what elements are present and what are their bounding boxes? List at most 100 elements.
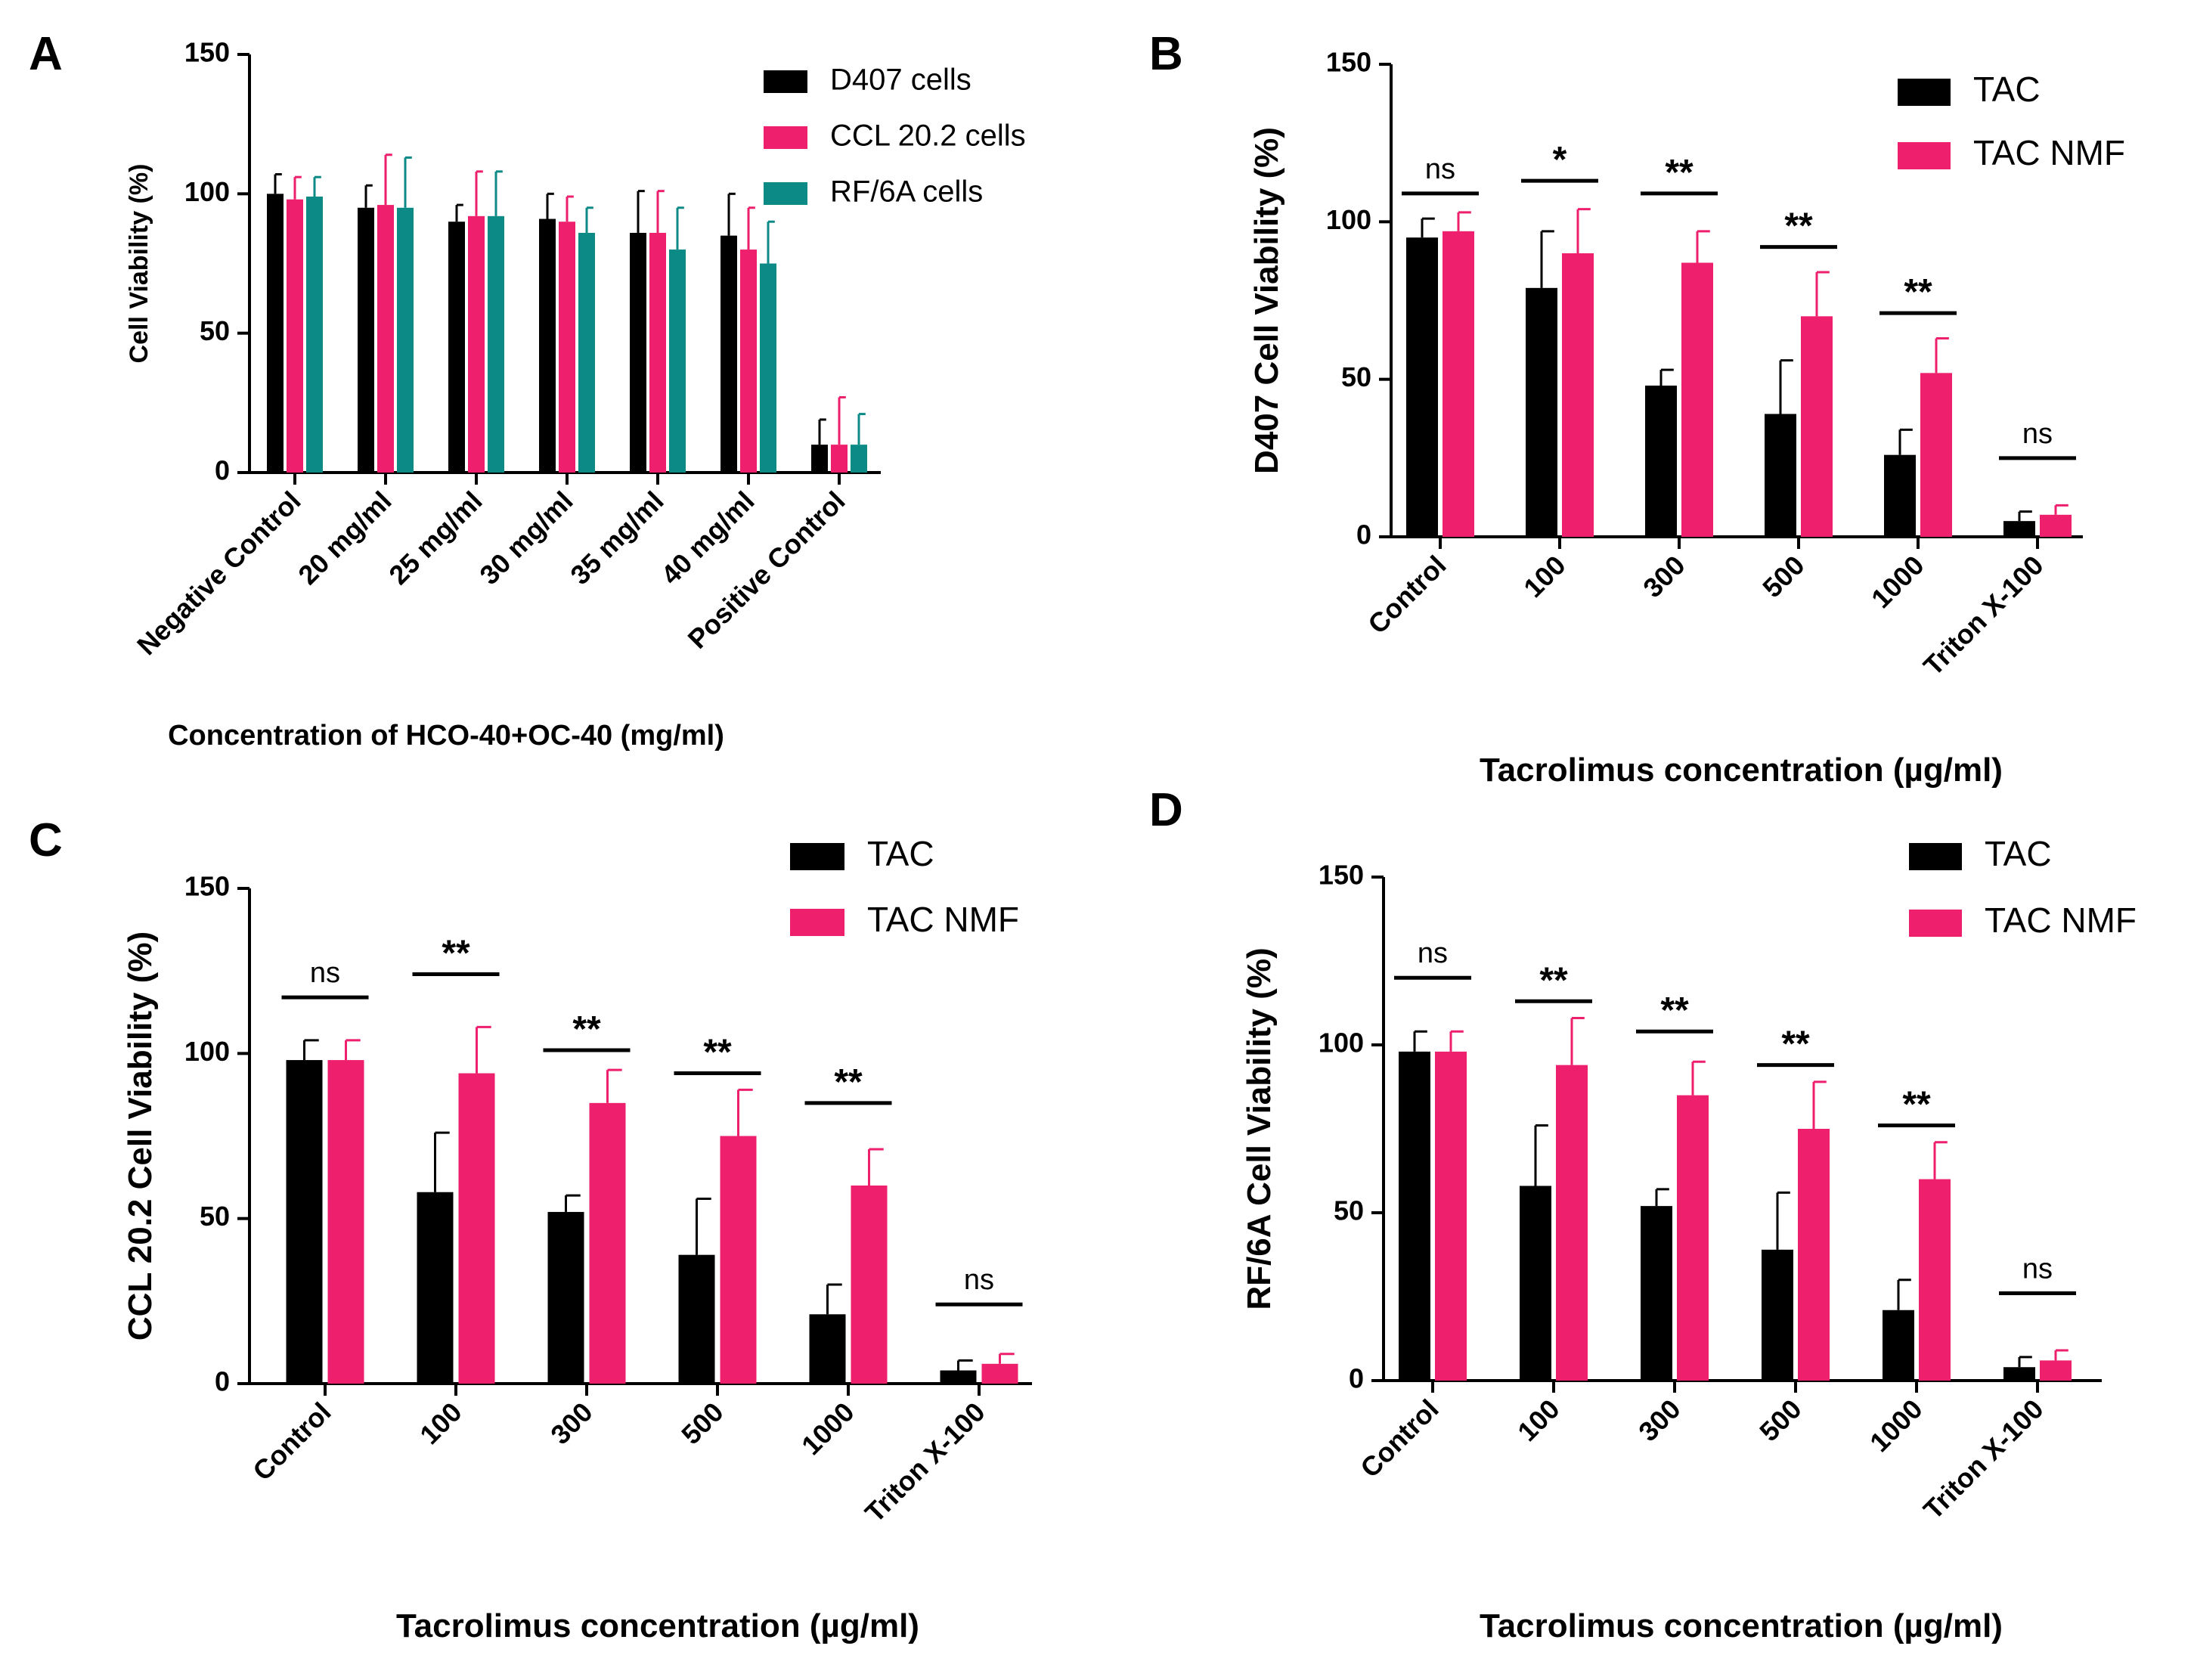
bar: [1677, 1095, 1709, 1381]
bar: [327, 1060, 364, 1384]
bar: [1641, 1206, 1672, 1381]
y-tick-label: 0: [215, 1366, 230, 1397]
significance-label: **: [1904, 272, 1932, 312]
y-tick-label: 150: [184, 871, 230, 902]
bar: [1681, 262, 1713, 537]
bar: [1883, 1310, 1914, 1381]
significance-label: *: [1553, 140, 1567, 180]
legend-swatch: [1898, 142, 1951, 169]
legend-label: TAC NMF: [1985, 900, 2137, 940]
legend-label: CCL 20.2 cells: [830, 119, 1026, 153]
y-tick-label: 150: [1319, 860, 1364, 891]
y-axis-label: CCL 20.2 Cell Viability (%): [122, 931, 159, 1341]
legend-swatch: [764, 126, 807, 149]
bar: [1762, 1249, 1793, 1381]
bar: [468, 215, 485, 473]
x-axis-label: Tacrolimus concentration (µg/ml): [1480, 1607, 2003, 1644]
y-tick-label: 0: [215, 455, 230, 486]
bar: [1920, 373, 1952, 537]
y-axis-label: D407 Cell Viability (%): [1248, 127, 1285, 474]
bar: [669, 250, 686, 473]
bar: [1435, 1051, 1467, 1381]
bar: [559, 222, 575, 473]
bar: [539, 219, 556, 473]
bar: [2003, 1367, 2035, 1381]
y-axis-label: RF/6A Cell Viability (%): [1241, 947, 1278, 1310]
panel-letter: D: [1149, 784, 1183, 836]
significance-label: **: [1784, 206, 1813, 246]
bar: [397, 207, 414, 473]
bar: [1562, 253, 1594, 537]
bar: [1399, 1051, 1430, 1381]
bar: [649, 232, 666, 473]
significance-label: **: [1902, 1085, 1931, 1125]
bar: [358, 207, 374, 473]
legend-label: RF/6A cells: [830, 175, 983, 209]
bar: [1919, 1179, 1951, 1381]
bar: [1884, 454, 1916, 537]
panel-letter: C: [29, 814, 63, 866]
bar: [1443, 231, 1474, 537]
legend-label: TAC: [1973, 70, 2041, 109]
y-tick-label: 50: [1341, 361, 1371, 392]
legend-label: D407 cells: [830, 64, 971, 97]
bar: [2040, 514, 2072, 537]
bar: [740, 250, 757, 473]
legend-label: TAC NMF: [1973, 133, 2125, 172]
bar: [811, 445, 828, 473]
bar: [678, 1254, 715, 1384]
y-tick-label: 0: [1349, 1363, 1364, 1394]
legend-swatch: [764, 182, 807, 205]
y-axis-label: Cell Viability (%): [125, 164, 153, 364]
y-tick-label: 100: [184, 1036, 230, 1067]
significance-label: ns: [2022, 418, 2053, 450]
bar: [1406, 237, 1438, 537]
x-axis-label: Concentration of HCO-40+OC-40 (mg/ml): [168, 720, 724, 752]
bar: [981, 1363, 1018, 1384]
x-axis-label: Tacrolimus concentration (µg/ml): [396, 1607, 919, 1644]
legend-swatch: [790, 909, 844, 936]
significance-label: **: [572, 1009, 601, 1049]
legend-swatch: [764, 70, 807, 93]
y-tick-label: 150: [1326, 47, 1371, 78]
bar: [851, 1186, 888, 1384]
significance-label: **: [1660, 990, 1689, 1031]
significance-label: **: [1665, 153, 1694, 193]
bar: [720, 1136, 757, 1384]
y-tick-label: 100: [184, 176, 230, 207]
bar: [760, 263, 776, 473]
legend-swatch: [1909, 910, 1962, 937]
bar: [287, 199, 303, 473]
bar: [630, 232, 646, 473]
significance-label: **: [834, 1062, 863, 1102]
bar: [488, 215, 504, 473]
bar: [720, 235, 737, 473]
bar: [267, 194, 284, 473]
bar: [1520, 1186, 1551, 1381]
legend-label: TAC NMF: [867, 900, 1019, 939]
y-tick-label: 0: [1356, 519, 1371, 550]
bar: [1526, 287, 1557, 537]
y-tick-label: 50: [200, 1201, 230, 1232]
significance-label: **: [442, 934, 470, 974]
bar: [377, 205, 394, 473]
significance-label: ns: [310, 957, 340, 989]
bar: [547, 1211, 584, 1384]
significance-label: **: [1781, 1024, 1810, 1065]
panel-c: C 0 50 100 150 CCL 20.2 Cell Viability (%) Tac…: [29, 814, 1032, 1644]
y-tick-label: 50: [200, 315, 230, 346]
bar: [306, 197, 323, 473]
bar: [417, 1192, 454, 1384]
legend-swatch: [790, 843, 844, 870]
x-axis-label: Tacrolimus concentration (µg/ml): [1480, 752, 2003, 789]
panel-letter: A: [29, 28, 63, 80]
significance-label: ns: [2022, 1254, 2053, 1285]
bar: [286, 1060, 323, 1384]
bar: [1801, 316, 1833, 537]
bar: [940, 1370, 977, 1384]
bar: [589, 1102, 626, 1384]
significance-label: **: [703, 1033, 732, 1073]
bar: [1645, 386, 1677, 537]
bar: [2040, 1360, 2072, 1381]
